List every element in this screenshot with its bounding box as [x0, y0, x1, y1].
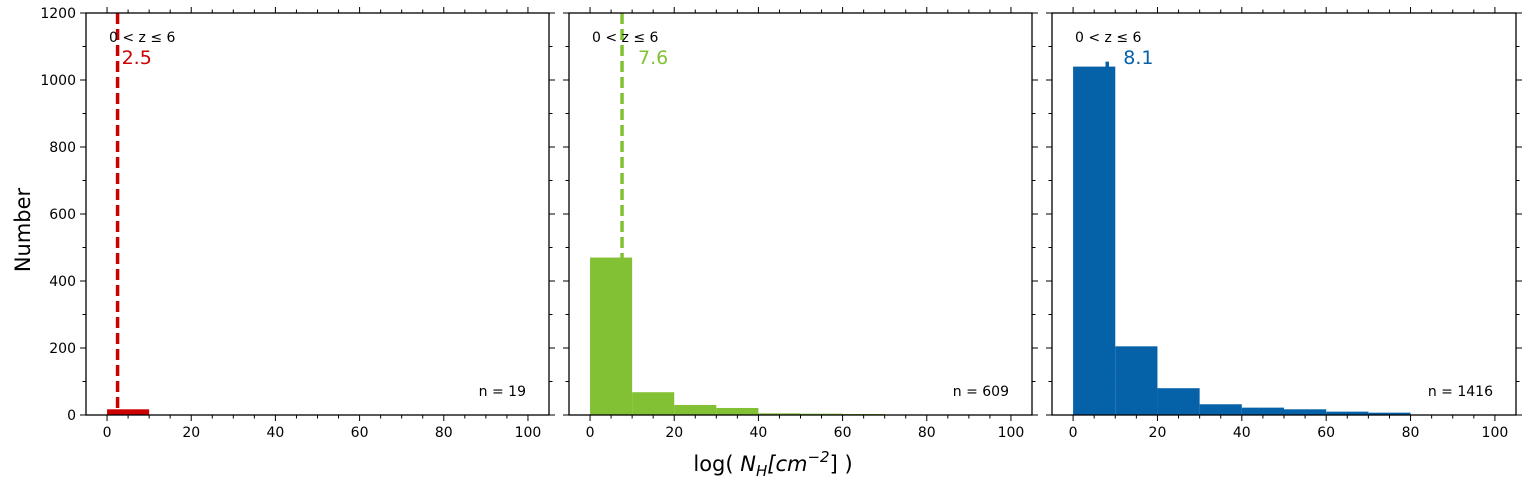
histogram-bar [1284, 409, 1327, 415]
x-tick-label: 100 [1482, 425, 1509, 441]
x-tick-label: 80 [435, 425, 453, 441]
histogram-panel-3: 0 20 40 60 80 100 0 < z ≤ 68.1 n = 1416 [1046, 7, 1522, 441]
plot-frame [85, 12, 550, 416]
x-tick-label: 20 [665, 425, 683, 441]
x-tick-label: 20 [182, 425, 200, 441]
redshift-range-label: 0 < z ≤ 6 [1075, 30, 1142, 46]
y-tick-label: 800 [49, 140, 76, 156]
y-tick-label: 0 [67, 408, 76, 424]
median-value-label: 2.5 [122, 47, 152, 69]
y-axis-label: Number [11, 187, 35, 272]
x-tick-label: 40 [1233, 425, 1251, 441]
histogram-bar [1368, 412, 1411, 415]
histogram-bar [1326, 411, 1369, 415]
plot-frame [568, 12, 1033, 416]
x-tick-label: 60 [834, 425, 852, 441]
redshift-range-label: 0 < z ≤ 6 [592, 30, 659, 46]
x-tick-label: 0 [103, 425, 112, 441]
x-tick-label: 80 [1402, 425, 1420, 441]
sample-count-label: n = 19 [479, 384, 526, 400]
histogram-bar [800, 413, 843, 415]
x-tick-label: 20 [1149, 425, 1167, 441]
redshift-range-label: 0 < z ≤ 6 [109, 30, 176, 46]
sample-count-label: n = 609 [953, 384, 1009, 400]
histogram-bar [758, 413, 801, 415]
x-axis-label: log( NH[cm−2] ) [693, 448, 852, 480]
y-tick-label: 600 [49, 207, 76, 223]
median-value-label: 7.6 [638, 47, 668, 69]
histogram-bar [1157, 388, 1200, 415]
y-tick-label: 400 [49, 274, 76, 290]
x-tick-label: 40 [749, 425, 767, 441]
y-tick-label: 1000 [40, 73, 76, 89]
x-tick-label: 100 [515, 425, 542, 441]
histogram-bar [632, 392, 675, 415]
histogram-bar [674, 404, 717, 415]
x-tick-label: 60 [351, 425, 369, 441]
histogram-panel-2: 0 20 40 60 80 100 0 < z ≤ 67.6 n = 609 [563, 7, 1038, 441]
x-tick-label: 80 [918, 425, 936, 441]
x-tick-label: 0 [586, 425, 595, 441]
median-value-label: 8.1 [1123, 47, 1153, 69]
histogram-bar [590, 257, 633, 415]
sample-count-label: n = 1416 [1428, 384, 1493, 400]
x-tick-label: 60 [1317, 425, 1335, 441]
histogram-bar [1241, 407, 1284, 415]
y-tick-label: 200 [49, 341, 76, 357]
histogram-bar [716, 407, 759, 415]
y-tick-label: 1200 [40, 6, 76, 22]
x-tick-label: 40 [266, 425, 284, 441]
histogram-bar [107, 409, 150, 415]
x-tick-label: 0 [1069, 425, 1078, 441]
x-tick-label: 100 [998, 425, 1025, 441]
histogram-bar [1115, 346, 1158, 415]
histogram-bar [1199, 404, 1242, 415]
